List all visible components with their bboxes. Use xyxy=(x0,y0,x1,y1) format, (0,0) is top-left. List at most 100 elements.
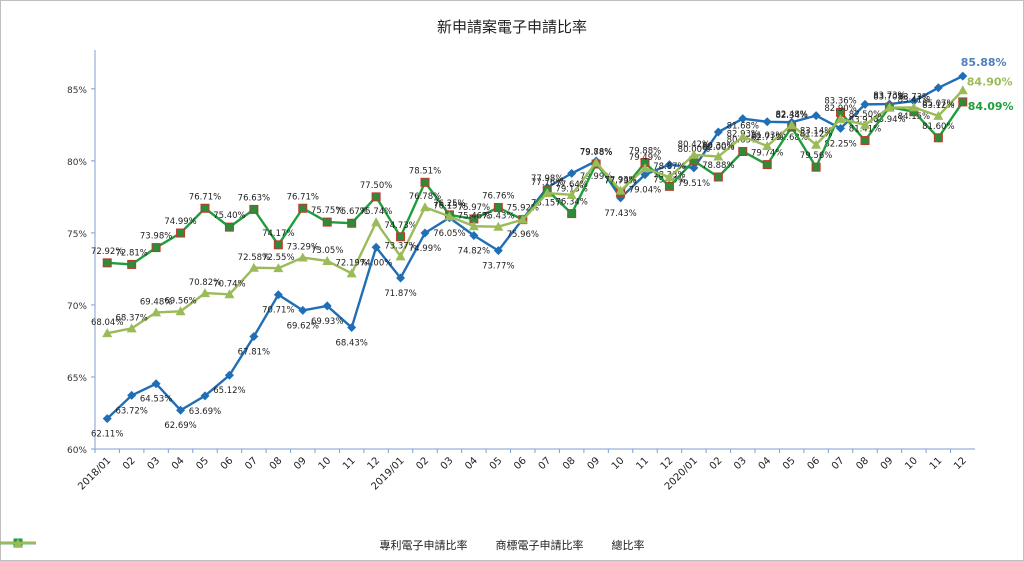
x-tick-label: 02 xyxy=(121,455,138,472)
trademark-point xyxy=(397,233,405,241)
legend-label-patent: 專利電子申請比率 xyxy=(380,537,468,553)
data-label: 67.81% xyxy=(238,347,270,357)
x-tick-label: 11 xyxy=(928,455,945,472)
data-label: 72.81% xyxy=(115,248,147,258)
trademark-point xyxy=(177,229,185,237)
x-tick-label: 05 xyxy=(488,455,505,472)
data-label: 63.72% xyxy=(115,406,147,416)
y-tick-label: 80% xyxy=(67,158,87,168)
trademark-point xyxy=(201,204,209,212)
data-label: 74.82% xyxy=(458,246,490,256)
legend-item-patent: 專利電子申請比率 xyxy=(380,537,468,553)
data-label: 71.87% xyxy=(384,289,416,299)
x-tick-label: 2018/01 xyxy=(76,455,113,492)
trademark-point xyxy=(714,173,722,181)
legend-swatch-total xyxy=(0,537,36,549)
x-tick-label: 10 xyxy=(610,455,627,472)
legend-label-trademark: 商標電子申請比率 xyxy=(496,537,584,553)
y-tick-label: 85% xyxy=(67,86,87,96)
data-label: 73.77% xyxy=(482,262,514,272)
trademark-point xyxy=(861,137,869,145)
data-label: 77.64% xyxy=(555,180,587,190)
y-tick-label: 65% xyxy=(67,374,87,384)
x-tick-label: 12 xyxy=(659,455,676,472)
trademark-point xyxy=(494,204,502,212)
data-label: 62.69% xyxy=(164,421,196,431)
x-tick-label: 06 xyxy=(512,455,529,472)
trademark-point xyxy=(348,219,356,227)
data-label: 74.17% xyxy=(262,229,294,239)
data-label: 79.56% xyxy=(800,151,832,161)
x-tick-label: 02 xyxy=(414,455,431,472)
trademark-point xyxy=(812,163,820,171)
data-label: 78.88% xyxy=(702,161,734,171)
x-tick-label: 12 xyxy=(365,455,382,472)
data-label: 78.51% xyxy=(409,166,441,176)
legend-item-trademark: 商標電子申請比率 xyxy=(496,537,584,553)
data-label: 75.40% xyxy=(213,211,245,221)
data-label: 81.03% xyxy=(751,131,783,141)
data-label: 75.96% xyxy=(507,230,539,240)
x-tick-label: 10 xyxy=(317,455,334,472)
data-label: 79.74% xyxy=(751,149,783,159)
chart-legend: 專利電子申請比率 商標電子申請比率 總比率 xyxy=(0,537,1024,553)
data-label: 75.74% xyxy=(360,207,392,217)
data-label: 77.43% xyxy=(604,209,636,219)
x-tick-label: 03 xyxy=(439,455,456,472)
data-label: 84.09% xyxy=(968,100,1014,113)
data-label: 73.05% xyxy=(311,246,343,256)
data-label: 78.87% xyxy=(653,162,685,172)
data-label: 69.93% xyxy=(311,317,343,327)
trademark-point xyxy=(152,244,160,252)
x-tick-label: 03 xyxy=(732,455,749,472)
trademark-point xyxy=(372,193,380,201)
x-tick-label: 04 xyxy=(170,455,187,472)
trademark-point xyxy=(934,134,942,142)
data-label: 64.53% xyxy=(140,395,172,405)
x-tick-label: 07 xyxy=(830,455,847,472)
x-tick-label: 04 xyxy=(757,455,774,472)
x-tick-label: 09 xyxy=(585,455,602,472)
x-tick-label: 06 xyxy=(805,455,822,472)
x-tick-label: 11 xyxy=(341,455,358,472)
data-label: 84.90% xyxy=(967,75,1013,88)
x-tick-label: 09 xyxy=(879,455,896,472)
trademark-point xyxy=(274,241,282,249)
data-label: 62.11% xyxy=(91,430,123,440)
data-label: 73.98% xyxy=(140,232,172,242)
data-label: 70.74% xyxy=(213,279,245,289)
data-label: 83.12% xyxy=(922,101,954,111)
trademark-point xyxy=(250,205,258,213)
data-label: 63.69% xyxy=(189,407,221,417)
data-label: 77.50% xyxy=(360,181,392,191)
x-tick-label: 07 xyxy=(243,455,260,472)
data-label: 76.63% xyxy=(238,193,270,203)
data-label: 79.04% xyxy=(629,186,661,196)
x-tick-label: 08 xyxy=(268,455,285,472)
trademark-point xyxy=(959,98,967,106)
data-label: 72.55% xyxy=(262,253,294,263)
x-tick-label: 05 xyxy=(194,455,211,472)
data-label: 72.19% xyxy=(335,258,367,268)
trademark-point xyxy=(421,178,429,186)
trademark-point xyxy=(665,182,673,190)
x-tick-label: 12 xyxy=(952,455,969,472)
data-label: 76.34% xyxy=(555,198,587,208)
trademark-point xyxy=(568,210,576,218)
data-label: 76.76% xyxy=(482,192,514,202)
data-label: 74.99% xyxy=(164,217,196,227)
trademark-point xyxy=(128,260,136,268)
data-label: 76.15% xyxy=(433,201,465,211)
data-label: 79.88% xyxy=(580,148,612,158)
trademark-point xyxy=(763,161,771,169)
x-tick-label: 07 xyxy=(537,455,554,472)
x-tick-label: 06 xyxy=(219,455,236,472)
patent-point xyxy=(812,111,821,120)
legend-label-total: 總比率 xyxy=(612,537,645,553)
trademark-point xyxy=(103,259,111,267)
data-label: 81.12% xyxy=(800,130,832,140)
x-tick-label: 03 xyxy=(145,455,162,472)
data-label: 82.50% xyxy=(849,110,881,120)
data-label: 80.30% xyxy=(702,142,734,152)
